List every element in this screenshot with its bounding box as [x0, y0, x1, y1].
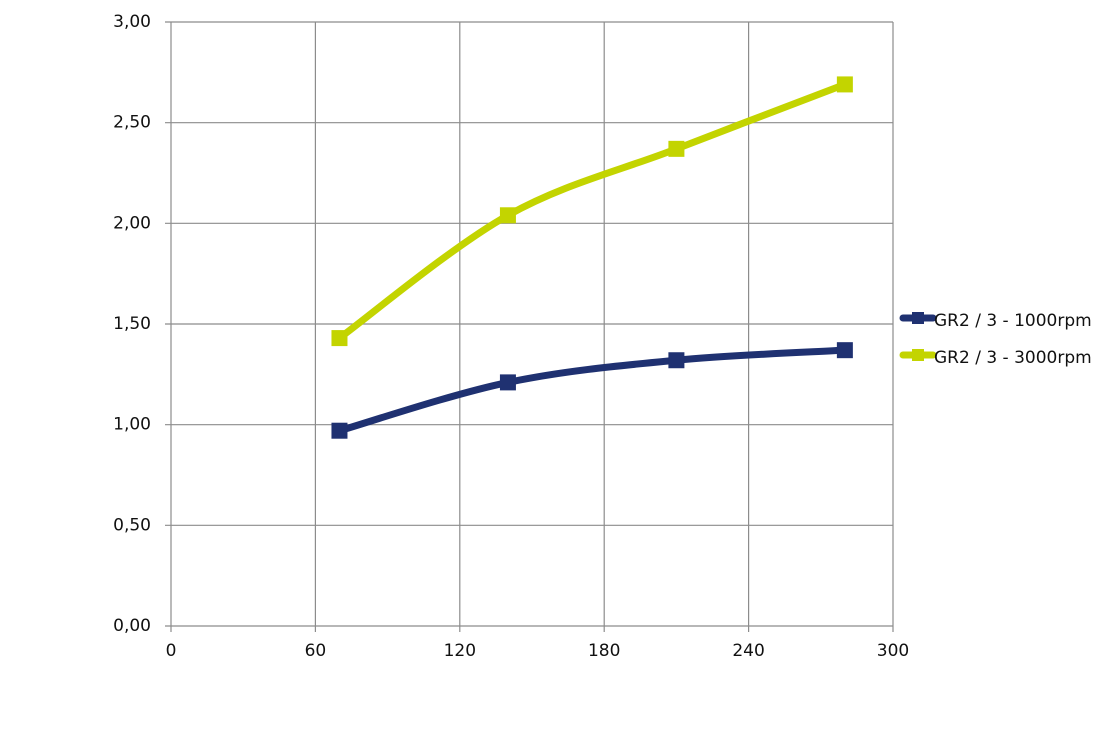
y-tick-label: 0,50	[113, 515, 151, 535]
y-tick-label: 2,50	[113, 113, 151, 133]
marker	[836, 342, 853, 359]
marker	[499, 207, 516, 224]
marker	[499, 374, 516, 391]
x-tick-label: 300	[877, 641, 909, 661]
legend-label: GR2 / 3 - 1000rpm	[934, 311, 1092, 331]
marker	[331, 422, 348, 439]
x-tick-label: 240	[732, 641, 764, 661]
series-line	[338, 346, 846, 435]
x-tick-label: 0	[166, 641, 177, 661]
y-tick-label: 0,00	[113, 616, 151, 636]
legend-label: GR2 / 3 - 3000rpm	[934, 348, 1092, 368]
x-tick-label: 120	[444, 641, 476, 661]
series-line	[337, 81, 847, 341]
x-tick-label: 180	[588, 641, 620, 661]
x-tick-label: 60	[305, 641, 327, 661]
y-tick-label: 1,00	[113, 415, 151, 435]
marker	[668, 352, 685, 369]
marker	[836, 76, 853, 93]
y-tick-label: 3,00	[113, 12, 151, 32]
y-tick-label: 1,50	[113, 314, 151, 334]
legend-swatch	[912, 312, 924, 324]
marker	[331, 330, 348, 347]
y-tick-label: 2,00	[113, 213, 151, 233]
marker	[668, 140, 685, 157]
legend-swatch	[912, 349, 924, 361]
